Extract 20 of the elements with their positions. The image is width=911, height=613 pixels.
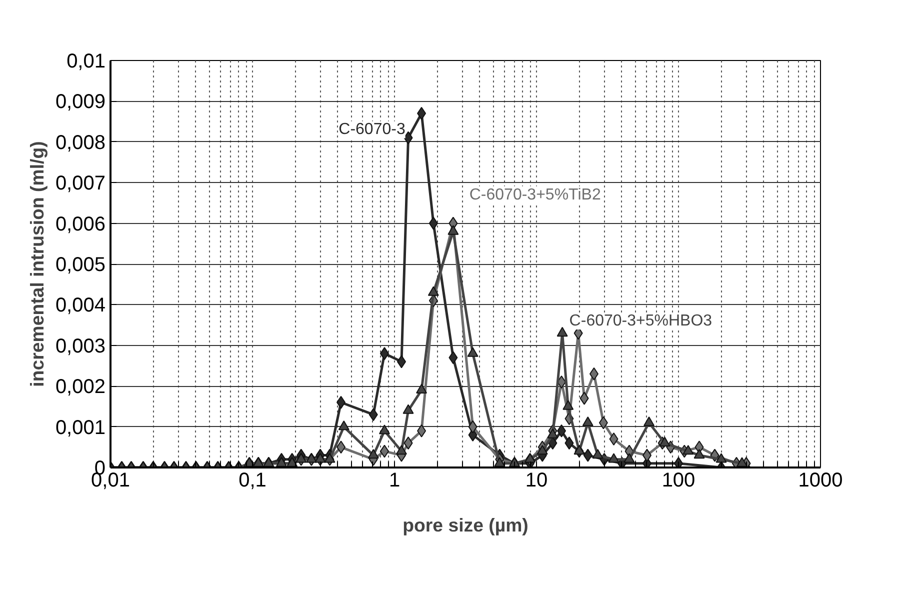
y-tick-label: 0,007 [55,172,106,195]
y-tick-label: 0,002 [55,376,106,398]
y-axis-title: incremental intrusion (ml/g) [26,141,48,387]
series-label: C-6070-3+5%TiB2 [469,186,601,204]
x-axis-title: pore size (µm) [402,514,528,536]
y-tick-label: 0,004 [55,294,106,317]
y-tick-label: 0,006 [55,213,106,236]
y-tick-label: 0,009 [55,91,106,114]
x-tick-label: 1 [388,470,400,492]
y-tick-label: 0,01 [66,50,106,72]
y-tick-label: 0,008 [55,132,106,154]
y-tick-label: 0,005 [55,254,106,276]
x-tick-label: 10 [525,470,548,492]
series-label: C-6070-3 [338,121,406,138]
series-label: C-6070-3+5%HBO3 [569,312,712,330]
x-tick-label: 1000 [798,470,843,492]
x-tick-label: 100 [662,470,696,492]
y-tick-label: 0,003 [55,335,106,358]
x-tick-label: 0,1 [238,470,266,492]
y-tick-label: 0,001 [55,416,106,439]
